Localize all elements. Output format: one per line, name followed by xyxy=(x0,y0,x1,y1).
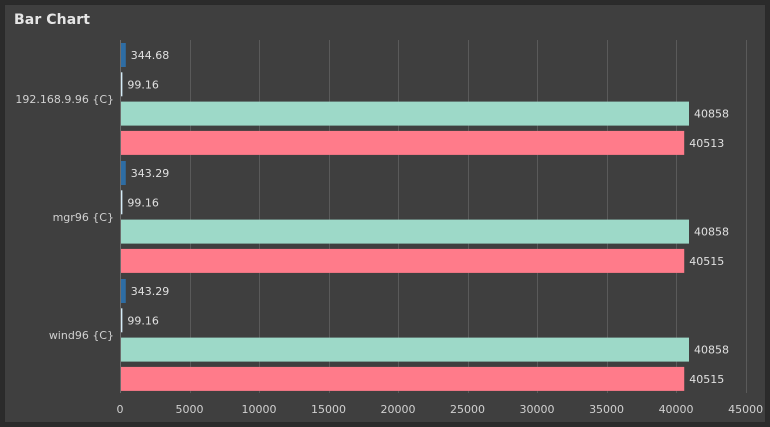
bar xyxy=(121,101,689,126)
x-tick-label: 40000 xyxy=(659,403,694,416)
bar xyxy=(121,130,685,155)
x-tick-label: 20000 xyxy=(381,403,416,416)
panel-title: Bar Chart xyxy=(14,12,91,28)
bar xyxy=(121,161,126,185)
x-tick-label: 0 xyxy=(117,403,124,416)
x-tick-label: 10000 xyxy=(242,403,277,416)
x-tick-label: 30000 xyxy=(520,403,555,416)
x-tick-label: 45000 xyxy=(728,403,763,416)
bar xyxy=(121,337,689,362)
bar xyxy=(121,190,123,215)
x-tick-label: 35000 xyxy=(589,403,624,416)
bar xyxy=(121,219,689,244)
bar-value-label: 99.16 xyxy=(127,314,159,327)
bar-value-label: 344.68 xyxy=(131,49,170,62)
x-tick-label: 25000 xyxy=(450,403,485,416)
bar-value-label: 99.16 xyxy=(127,196,159,209)
bar-value-label: 40515 xyxy=(689,373,724,386)
bar xyxy=(121,279,126,303)
bar-value-label: 40858 xyxy=(694,226,729,239)
bar-value-label: 99.16 xyxy=(127,78,159,91)
bar xyxy=(121,248,685,273)
category-label: mgr96 {C} xyxy=(53,211,114,224)
bar-value-label: 40858 xyxy=(694,344,729,357)
x-tick-label: 15000 xyxy=(311,403,346,416)
bar-value-label: 40858 xyxy=(694,108,729,121)
x-tick-label: 5000 xyxy=(176,403,204,416)
bar-value-label: 343.29 xyxy=(131,285,170,298)
bar-value-label: 343.29 xyxy=(131,167,170,180)
bar xyxy=(121,72,123,97)
bar-value-label: 40513 xyxy=(689,137,724,150)
bar xyxy=(121,366,685,391)
bar xyxy=(121,43,126,67)
bar-value-label: 40515 xyxy=(689,255,724,268)
bar xyxy=(121,308,123,333)
category-label: 192.168.9.96 {C} xyxy=(15,93,114,106)
category-label: wind96 {C} xyxy=(49,329,114,342)
